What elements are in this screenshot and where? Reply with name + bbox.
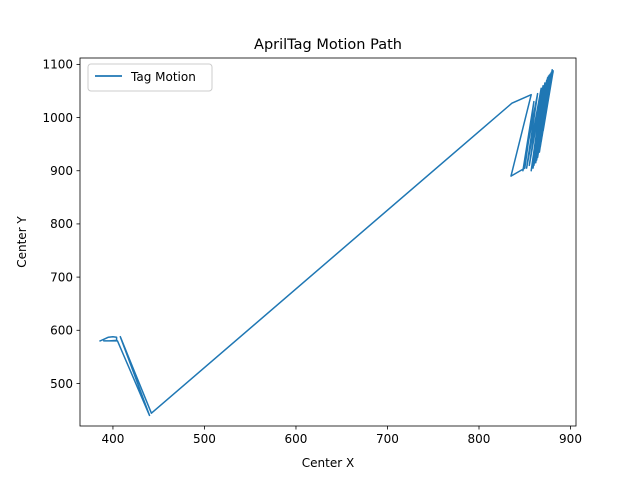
y-tick-label: 500 <box>50 377 73 391</box>
y-tick-label: 800 <box>50 217 73 231</box>
x-axis: 400 500 600 700 800 900 <box>101 426 582 446</box>
series-line-tag-motion <box>99 68 554 417</box>
y-axis-label: Center Y <box>15 216 29 268</box>
chart-title: AprilTag Motion Path <box>254 37 402 53</box>
x-tick-label: 400 <box>101 432 124 446</box>
y-tick-label: 900 <box>50 164 73 178</box>
x-tick-label: 800 <box>468 432 491 446</box>
x-tick-label: 900 <box>559 432 582 446</box>
legend-label-tag-motion: Tag Motion <box>130 70 196 84</box>
plot-frame <box>79 57 577 427</box>
x-tick-label: 700 <box>376 432 399 446</box>
y-tick-label: 600 <box>50 324 73 338</box>
x-axis-label: Center X <box>302 456 354 470</box>
x-tick-label: 600 <box>285 432 308 446</box>
legend-box <box>87 63 213 92</box>
x-tick-label: 500 <box>193 432 216 446</box>
y-tick-label: 700 <box>50 270 73 284</box>
y-axis: 500 600 700 800 900 1000 1100 <box>42 58 80 391</box>
y-tick-label: 1000 <box>42 111 73 125</box>
y-tick-label: 1100 <box>42 58 73 72</box>
legend: Tag Motion <box>87 63 213 92</box>
plot-area <box>79 57 577 427</box>
